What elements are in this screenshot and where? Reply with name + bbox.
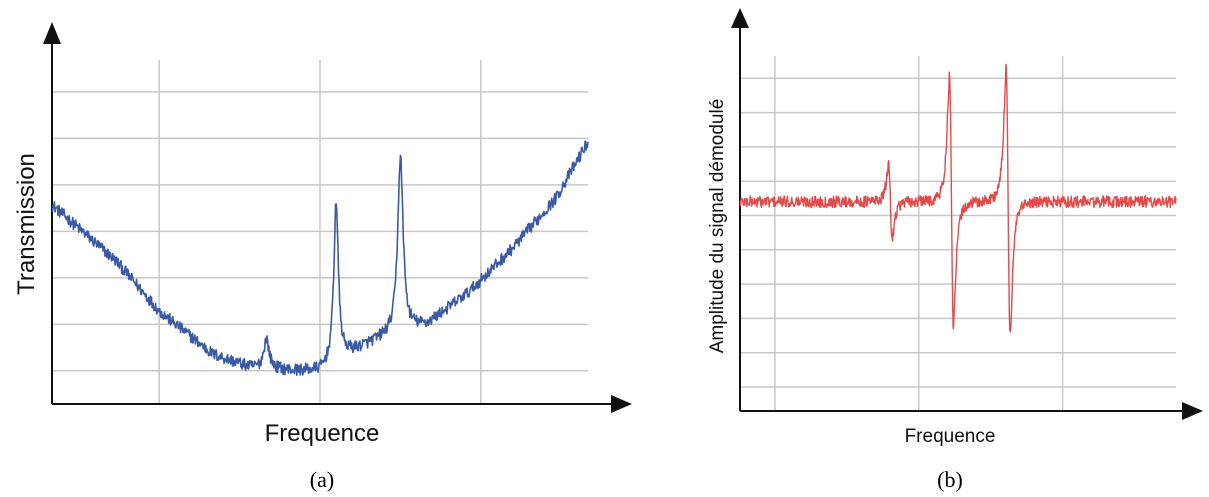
panel-b-y-arrow [731,8,749,28]
panel-b-label: (b) [937,467,963,492]
panel-a-ylabel: Transmission [13,153,40,295]
panel-a-label: (a) [310,467,334,492]
panel-a-x-arrow [611,395,632,413]
panel-b: Frequence Amplitude du signal démodulé (… [707,8,1203,492]
panel-b-series-line [739,63,1177,333]
panel-a-series-line [51,140,589,377]
panel-b-grid [740,56,1176,411]
panel-a: Frequence Transmission (a) [13,22,632,492]
panel-a-y-arrow [43,22,61,44]
panel-a-grid [52,60,588,404]
panel-a-xlabel: Frequence [265,420,380,447]
panel-b-xlabel: Frequence [905,426,996,447]
panel-b-ylabel: Amplitude du signal démodulé [707,99,728,354]
panel-b-x-arrow [1182,402,1203,420]
